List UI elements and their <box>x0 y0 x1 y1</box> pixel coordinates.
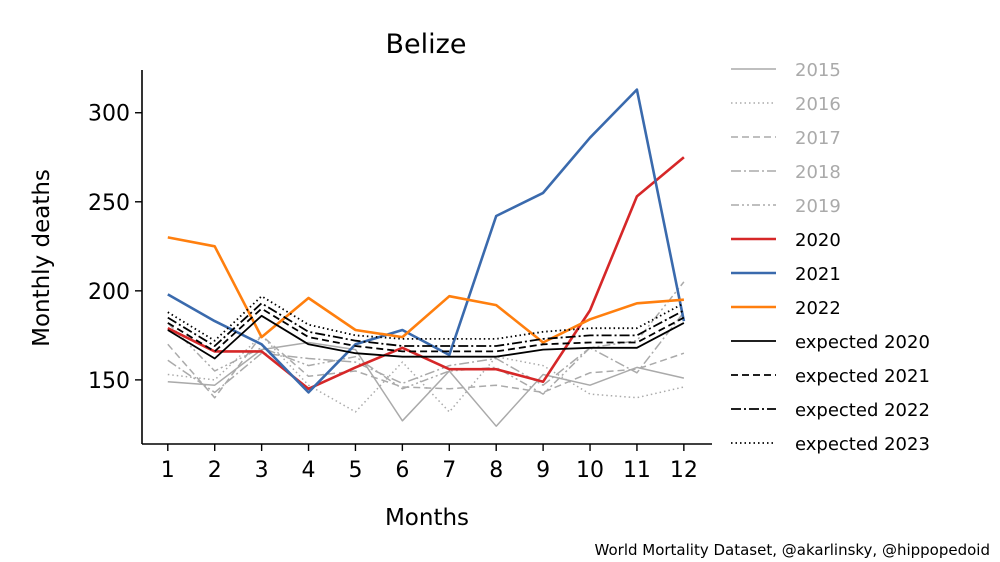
legend-label-expected-2020: expected 2020 <box>795 332 930 353</box>
legend-label-2015: 2015 <box>795 60 841 81</box>
legend-label-2019: 2019 <box>795 196 841 217</box>
series-line-expected-2022 <box>167 302 685 347</box>
series-line-expected-2021 <box>167 307 685 353</box>
legend-label-2020: 2020 <box>795 230 841 251</box>
series-line-expected-2020 <box>167 314 685 360</box>
chart-title: Belize <box>386 29 467 60</box>
x-tick-label: 6 <box>395 458 409 483</box>
series-line-2017 <box>167 334 685 399</box>
series-line-2020 <box>167 156 685 391</box>
x-tick-label: 8 <box>489 458 503 483</box>
legend-label-expected-2021: expected 2021 <box>795 366 930 387</box>
series-line-2022 <box>167 236 684 344</box>
legend-label-2017: 2017 <box>795 128 841 149</box>
series-line-2018 <box>167 311 685 394</box>
legend-label-expected-2022: expected 2022 <box>795 400 930 421</box>
x-tick-label: 11 <box>623 458 651 483</box>
legend-label-expected-2023: expected 2023 <box>795 434 930 455</box>
legend: 2015 2016 2017 2018 2019 2020 2021 2022 expected… <box>731 60 930 455</box>
plot-lines <box>167 88 686 427</box>
axes <box>141 70 712 445</box>
x-tick-label: 4 <box>302 458 316 483</box>
legend-label-2022: 2022 <box>795 298 841 319</box>
x-axis-title: Months <box>385 505 469 531</box>
credit-text: World Mortality Dataset, @akarlinsky, @h… <box>595 541 990 559</box>
x-tick-label: 9 <box>536 458 550 483</box>
series-line-2015 <box>167 341 685 427</box>
y-ticks: 150 200 250 300 <box>88 102 142 394</box>
x-tick-label: 1 <box>161 458 175 483</box>
series-line-2016 <box>167 334 685 413</box>
y-tick-label: 300 <box>88 102 130 127</box>
legend-label-2021: 2021 <box>795 264 841 285</box>
legend-label-2018: 2018 <box>795 162 841 183</box>
x-tick-label: 5 <box>348 458 362 483</box>
x-ticks: 1 2 3 4 5 6 7 8 9 10 11 12 <box>161 444 698 483</box>
x-tick-label: 7 <box>442 458 456 483</box>
y-tick-label: 250 <box>88 191 130 216</box>
x-tick-label: 12 <box>670 458 698 483</box>
x-tick-label: 3 <box>255 458 269 483</box>
series-line-2021 <box>167 88 686 394</box>
series-line-expected-2023 <box>167 295 685 342</box>
x-tick-label: 10 <box>576 458 604 483</box>
y-tick-label: 150 <box>88 369 130 394</box>
y-axis-title: Monthly deaths <box>29 169 55 347</box>
y-tick-label: 200 <box>88 280 130 305</box>
x-tick-label: 2 <box>208 458 222 483</box>
legend-label-2016: 2016 <box>795 94 841 115</box>
